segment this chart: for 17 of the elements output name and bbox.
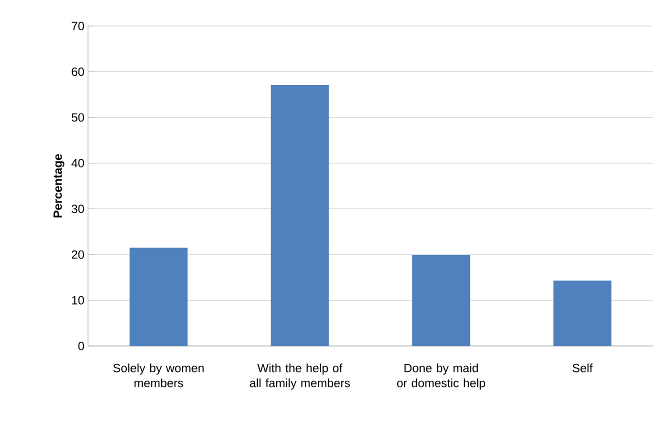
y-axis-title: Percentage (54, 154, 64, 218)
y-tick-label: 20 (72, 250, 84, 259)
y-tick-label: 10 (72, 296, 84, 305)
bar (553, 280, 612, 346)
bar (412, 255, 470, 346)
y-tick-label: 60 (72, 67, 84, 76)
y-tick-label: 70 (72, 22, 84, 30)
x-tick-label: Done by maid or domestic help (397, 364, 486, 390)
x-tick-label: Self (572, 364, 593, 372)
y-tick-label: 50 (72, 113, 84, 122)
x-tick-label: With the help of all family members (250, 364, 350, 390)
y-tick-label: 40 (71, 158, 84, 168)
bar (130, 248, 188, 346)
bar (270, 84, 329, 346)
y-tick-label: 0 (78, 342, 84, 350)
x-tick-label: Solely by women members (113, 364, 204, 388)
y-tick-label: 30 (72, 204, 84, 214)
